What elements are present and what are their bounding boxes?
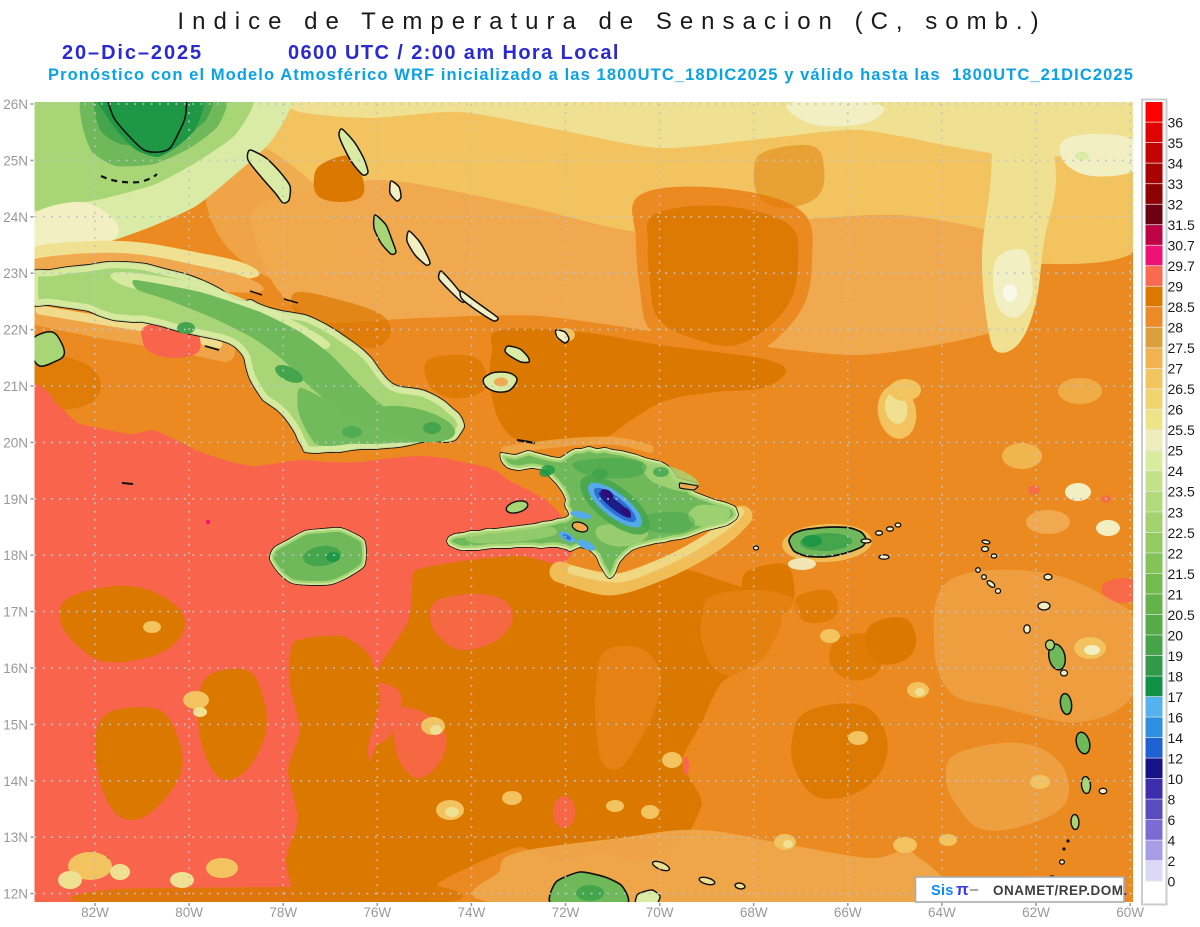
svg-text:28: 28 [1168,320,1184,336]
svg-text:29.7: 29.7 [1168,258,1195,274]
svg-text:13N: 13N [3,830,28,845]
svg-text:68W: 68W [740,905,768,920]
svg-text:22: 22 [1168,545,1184,561]
svg-text:14N: 14N [3,774,28,789]
svg-text:17N: 17N [3,605,28,620]
svg-text:20N: 20N [3,435,28,450]
svg-text:0600 UTC / 2:00 am Hora Local: 0600 UTC / 2:00 am Hora Local [288,42,620,64]
svg-text:34: 34 [1168,156,1184,172]
svg-text:10: 10 [1168,771,1184,787]
svg-text:14: 14 [1168,730,1184,746]
svg-text:18N: 18N [3,548,28,563]
svg-text:12: 12 [1168,750,1184,766]
svg-text:19N: 19N [3,492,28,507]
svg-text:26.5: 26.5 [1168,381,1195,397]
svg-text:19: 19 [1168,648,1184,664]
svg-text:2: 2 [1168,853,1176,869]
svg-text:28.5: 28.5 [1168,299,1195,315]
svg-text:30.7: 30.7 [1168,238,1195,254]
svg-text:60W: 60W [1116,905,1144,920]
svg-text:31.5: 31.5 [1168,217,1195,233]
svg-text:8: 8 [1168,791,1176,807]
svg-text:22.5: 22.5 [1168,525,1195,541]
svg-text:25.5: 25.5 [1168,422,1195,438]
svg-text:26: 26 [1168,402,1184,418]
svg-text:22N: 22N [3,323,28,338]
svg-text:Indice de Temperatura de Sensa: Indice de Temperatura de Sensacion (C, s… [177,8,1046,35]
svg-text:26N: 26N [3,97,28,112]
svg-text:78W: 78W [269,905,297,920]
svg-text:82W: 82W [81,905,109,920]
svg-text:21: 21 [1168,586,1184,602]
svg-text:Sis: Sis [931,883,954,899]
svg-text:17: 17 [1168,689,1184,705]
svg-text:20.5: 20.5 [1168,607,1195,623]
svg-text:23N: 23N [3,266,28,281]
svg-text:18: 18 [1168,668,1184,684]
svg-text:24N: 24N [3,210,28,225]
svg-text:27.5: 27.5 [1168,340,1195,356]
svg-text:70W: 70W [646,905,674,920]
svg-text:29: 29 [1168,279,1184,295]
svg-text:4: 4 [1168,833,1176,849]
svg-text:π: π [956,881,969,899]
svg-text:0: 0 [1168,874,1176,890]
svg-text:21.5: 21.5 [1168,566,1195,582]
svg-text:62W: 62W [1022,905,1050,920]
svg-text:25: 25 [1168,443,1184,459]
svg-text:–: – [970,881,979,898]
svg-text:80W: 80W [175,905,203,920]
svg-text:64W: 64W [928,905,956,920]
svg-text:16N: 16N [3,661,28,676]
svg-text:6: 6 [1168,812,1176,828]
svg-text:21N: 21N [3,379,28,394]
svg-text:Pronóstico con el Modelo Atmos: Pronóstico con el Modelo Atmosférico WRF… [48,66,1134,84]
svg-text:33: 33 [1168,176,1184,192]
svg-text:35: 35 [1168,135,1184,151]
svg-text:15N: 15N [3,717,28,732]
svg-text:74W: 74W [458,905,486,920]
svg-text:25N: 25N [3,153,28,168]
svg-text:16: 16 [1168,709,1184,725]
svg-text:27: 27 [1168,361,1184,377]
svg-text:20–Dic–2025: 20–Dic–2025 [62,42,203,64]
svg-text:76W: 76W [363,905,391,920]
svg-text:36: 36 [1168,115,1184,131]
svg-text:72W: 72W [552,905,580,920]
svg-text:ONAMET/REP.DOM.: ONAMET/REP.DOM. [993,883,1128,898]
svg-text:24: 24 [1168,463,1184,479]
svg-text:66W: 66W [834,905,862,920]
svg-text:23.5: 23.5 [1168,484,1195,500]
svg-text:32: 32 [1168,197,1184,213]
svg-text:12N: 12N [3,887,28,902]
svg-text:23: 23 [1168,504,1184,520]
svg-text:20: 20 [1168,627,1184,643]
